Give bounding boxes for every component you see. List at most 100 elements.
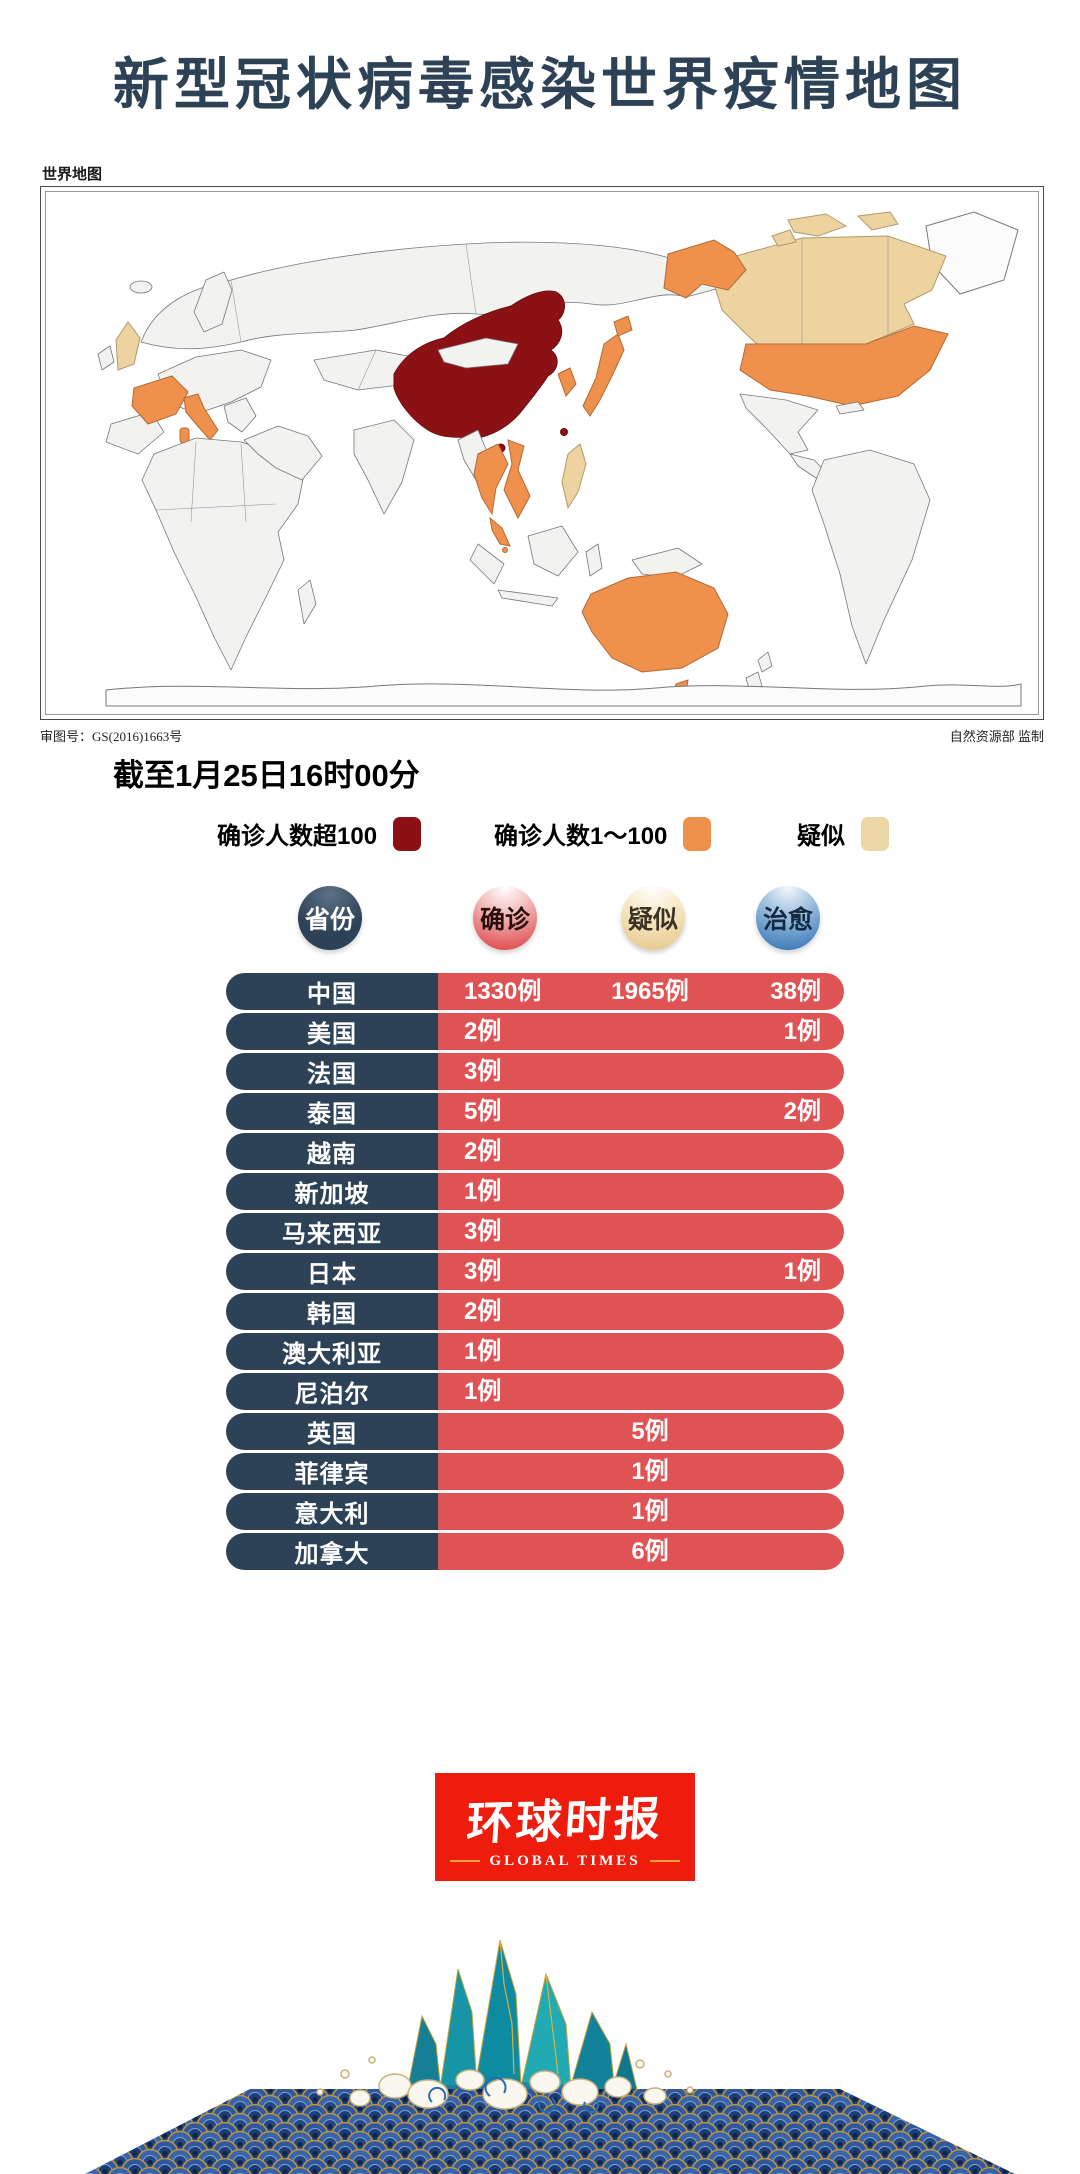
legend-item-1to100: 确诊人数1～100 [494,816,712,851]
country-name: 韩国 [226,1293,438,1330]
confirmed-value: 1例 [464,1378,502,1405]
table-row-italy: 意大利 1例 [226,1493,844,1530]
country-name: 法国 [226,1053,438,1090]
table-row-thailand: 泰国 5例 2例 [226,1093,844,1130]
cured-value: 2例 [783,1098,821,1125]
table-row-malaysia: 马来西亚 3例 [226,1213,844,1250]
row-values: 2例 [438,1293,844,1330]
map-legend: 确诊人数超100 确诊人数1～100 疑似 [0,816,1080,856]
legend-label-over100: 确诊人数超100 [217,823,378,850]
map-usa [739,325,949,407]
map-australia [581,571,729,673]
confirmed-value: 3例 [464,1058,502,1085]
logo-rule-left [450,1860,481,1862]
confirmed-value: 2例 [464,1298,502,1325]
country-name: 菲律宾 [226,1453,438,1490]
map-vietnam [503,439,531,520]
world-map-inner-frame [45,191,1039,715]
row-values: 5例 2例 [438,1093,844,1130]
row-values: 6例 [438,1533,844,1570]
row-values: 1例 [438,1173,844,1210]
legend-label-suspected: 疑似 [797,823,845,850]
column-header-confirmed: 确诊 [473,886,537,950]
row-values: 3例 [438,1053,844,1090]
map-label: 世界地图 [42,167,103,183]
foam-clouds [316,2056,694,2110]
as-of-timestamp: 截至1月25日16时00分 [113,758,420,793]
table-row-china: 中国 1330例 1965例 38例 [226,973,844,1010]
map-alaska [663,239,747,299]
map-thailand [473,443,509,516]
mountains [404,1939,641,2105]
table-row-vietnam: 越南 2例 [226,1133,844,1170]
confirmed-value: 5例 [464,1098,502,1125]
table-row-nepal: 尼泊尔 1例 [226,1373,844,1410]
map-malaysia [489,516,511,547]
table-row-france: 法国 3例 [226,1053,844,1090]
legend-label-1to100: 确诊人数1～100 [494,823,668,850]
map-producer: 自然资源部 监制 [949,729,1044,744]
country-name: 日本 [226,1253,438,1290]
confirmed-value: 3例 [464,1258,502,1285]
column-header-cured: 治愈 [756,886,820,950]
suspected-value: 1965例 [611,978,689,1005]
row-values: 5例 [438,1413,844,1450]
legend-swatch-beige-icon [861,816,889,851]
country-name: 泰国 [226,1093,438,1130]
row-values: 2例 1例 [438,1013,844,1050]
row-values: 1330例 1965例 38例 [438,973,844,1010]
confirmed-value: 1例 [464,1178,502,1205]
logo-chinese-name: 环球时报 [465,1792,665,1850]
page-title: 新型冠状病毒感染世界疫情地图 [113,53,967,116]
cured-value: 1例 [783,1258,821,1285]
country-name: 新加坡 [226,1173,438,1210]
confirmed-value: 3例 [464,1218,502,1245]
row-values: 1例 [438,1373,844,1410]
table-row-southkorea: 韩国 2例 [226,1293,844,1330]
cured-value: 38例 [770,978,821,1005]
row-values: 3例 1例 [438,1253,844,1290]
map-approval-number: 审图号：GS(2016)1663号 [40,729,183,744]
map-antarctica [105,683,1022,707]
confirmed-value: 1例 [464,1338,502,1365]
map-attribution: 审图号：GS(2016)1663号 自然资源部 监制 [40,726,1044,745]
map-korea [557,367,577,397]
map-uk [115,321,141,371]
country-name: 澳大利亚 [226,1333,438,1370]
suspected-value: 1例 [631,1498,669,1525]
map-singapore [502,547,508,553]
wave-mountain-artwork [85,1939,1015,2174]
country-name: 马来西亚 [226,1213,438,1250]
world-map [46,192,1038,714]
global-times-logo: 环球时报 GLOBAL TIMES [435,1773,695,1881]
legend-item-suspected: 疑似 [797,816,889,851]
table-row-uk: 英国 5例 [226,1413,844,1450]
wave-swirls [428,2076,600,2114]
column-header-suspected: 疑似 [621,886,685,950]
country-name: 中国 [226,973,438,1010]
cured-value: 1例 [783,1018,821,1045]
map-philippines [561,443,587,510]
suspected-value: 1例 [631,1458,669,1485]
confirmed-value: 2例 [464,1018,502,1045]
suspected-value: 6例 [631,1538,669,1565]
world-map-frame [40,186,1044,720]
table-row-usa: 美国 2例 1例 [226,1013,844,1050]
table-row-japan: 日本 3例 1例 [226,1253,844,1290]
map-south-america [811,449,931,665]
table-row-canada: 加拿大 6例 [226,1533,844,1570]
country-name: 加拿大 [226,1533,438,1570]
country-name: 尼泊尔 [226,1373,438,1410]
country-name: 越南 [226,1133,438,1170]
legend-item-over100: 确诊人数超100 [217,816,422,851]
logo-rule-right [649,1860,680,1862]
row-values: 2例 [438,1133,844,1170]
legend-swatch-darkred-icon [393,816,422,851]
table-row-philippines: 菲律宾 1例 [226,1453,844,1490]
row-values: 1例 [438,1453,844,1490]
row-values: 1例 [438,1333,844,1370]
wave-scale-field [85,2089,1015,2174]
country-name: 意大利 [226,1493,438,1530]
logo-english-name: GLOBAL TIMES [450,1853,680,1870]
legend-swatch-orange-icon [683,816,712,851]
